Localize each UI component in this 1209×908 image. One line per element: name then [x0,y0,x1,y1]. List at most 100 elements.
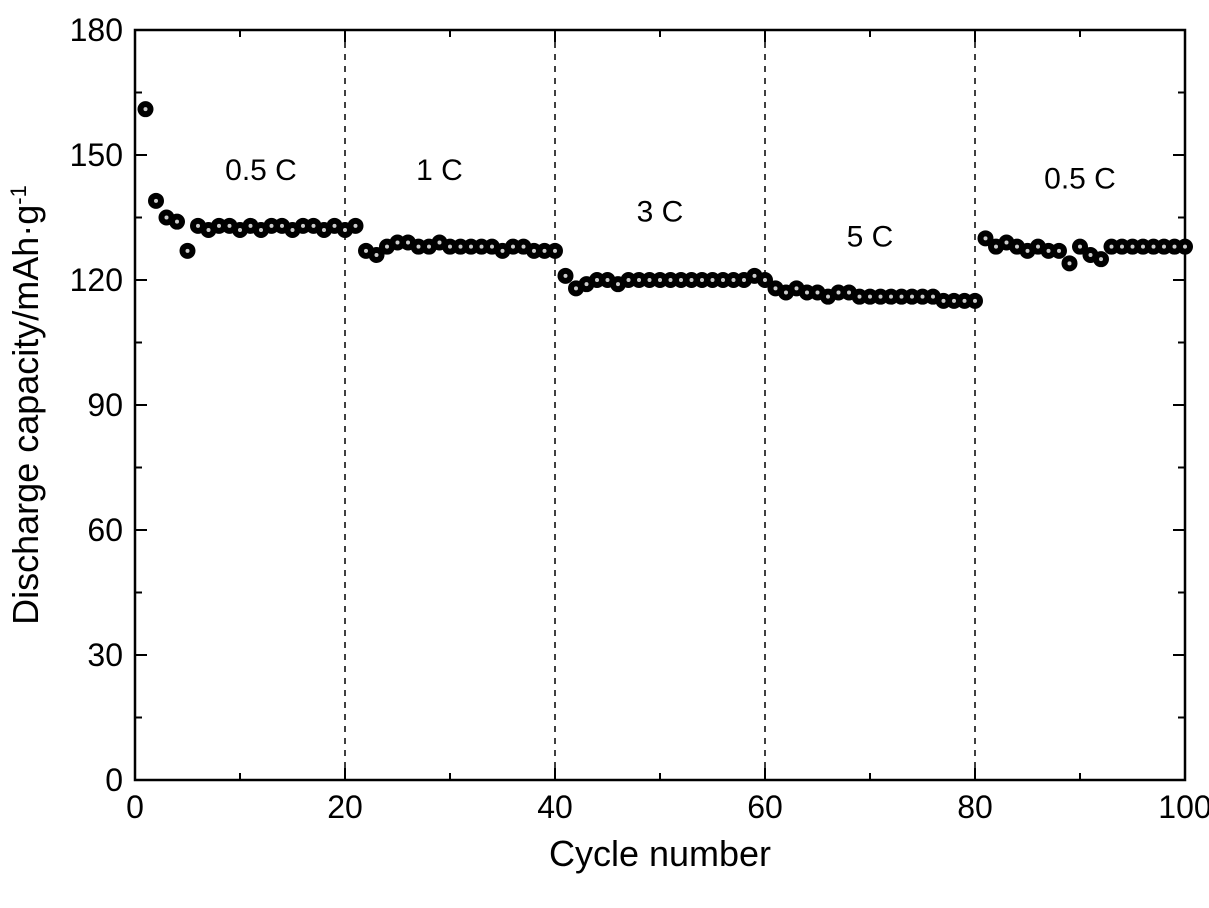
data-point-highlight [742,278,746,282]
data-point-highlight [469,245,473,249]
data-point-highlight [669,278,673,282]
data-point-highlight [826,295,830,299]
data-point-highlight [427,245,431,249]
data-point-highlight [1099,257,1103,261]
data-point-highlight [1057,249,1061,253]
data-point-highlight [396,241,400,245]
data-point-highlight [217,224,221,228]
data-point-highlight [606,278,610,282]
data-point-highlight [312,224,316,228]
data-point-highlight [868,295,872,299]
data-point-highlight [280,224,284,228]
y-tick-label: 150 [70,137,123,173]
data-point-highlight [837,291,841,295]
data-point-highlight [375,253,379,257]
y-tick-label: 30 [87,637,123,673]
data-point-highlight [595,278,599,282]
data-point-highlight [910,295,914,299]
data-point-highlight [879,295,883,299]
data-point-highlight [690,278,694,282]
data-point-highlight [1047,249,1051,253]
data-point-highlight [805,291,809,295]
data-point-highlight [700,278,704,282]
x-tick-label: 80 [957,789,993,825]
data-point-highlight [259,228,263,232]
data-point-highlight [364,249,368,253]
data-point-highlight [1110,245,1114,249]
data-point-highlight [784,291,788,295]
data-point-highlight [963,299,967,303]
rate-annotation: 0.5 C [1044,162,1116,195]
data-point-highlight [511,245,515,249]
data-point-highlight [858,295,862,299]
data-point-highlight [406,241,410,245]
data-point-highlight [1068,261,1072,265]
data-point-highlight [165,216,169,220]
data-point-highlight [1015,245,1019,249]
data-point-highlight [795,286,799,290]
data-point-highlight [553,249,557,253]
data-point-highlight [144,107,148,111]
data-point-highlight [333,224,337,228]
y-tick-label: 180 [70,12,123,48]
data-point-highlight [1005,241,1009,245]
x-tick-label: 60 [747,789,783,825]
data-point-highlight [385,245,389,249]
y-tick-label: 90 [87,387,123,423]
x-tick-label: 20 [327,789,363,825]
data-point-highlight [438,241,442,245]
data-point-highlight [1162,245,1166,249]
data-point-highlight [238,228,242,232]
data-point-highlight [417,245,421,249]
data-point-highlight [532,249,536,253]
data-point-highlight [354,224,358,228]
y-tick-label: 120 [70,262,123,298]
data-point-highlight [459,245,463,249]
data-point-highlight [1036,245,1040,249]
data-point-highlight [931,295,935,299]
data-point-highlight [1026,249,1030,253]
data-point-highlight [942,299,946,303]
data-point-highlight [448,245,452,249]
data-point-highlight [501,249,505,253]
data-point-highlight [175,220,179,224]
data-point-highlight [522,245,526,249]
data-point-highlight [1183,245,1187,249]
plot-frame [135,30,1185,780]
data-point-highlight [1152,245,1156,249]
data-point-highlight [322,228,326,232]
data-point-highlight [207,228,211,232]
data-point-highlight [270,224,274,228]
data-point-highlight [490,245,494,249]
data-point-highlight [291,228,295,232]
data-point-highlight [753,274,757,278]
y-axis-label: Discharge capacity/mAh·g-1 [5,185,46,625]
x-tick-label: 40 [537,789,573,825]
x-tick-label: 0 [126,789,144,825]
rate-annotation: 5 C [847,221,894,254]
data-point-highlight [637,278,641,282]
data-point-highlight [774,286,778,290]
data-point-highlight [616,282,620,286]
chart-svg: 0204060801000306090120150180Cycle number… [0,0,1209,903]
y-tick-label: 0 [105,762,123,798]
data-point-highlight [763,278,767,282]
data-point-highlight [228,224,232,228]
data-point-highlight [574,286,578,290]
rate-annotation: 0.5 C [225,154,297,187]
data-point-highlight [847,291,851,295]
data-point-highlight [154,199,158,203]
data-point-highlight [343,228,347,232]
data-point-highlight [196,224,200,228]
data-point-highlight [816,291,820,295]
rate-annotation: 3 C [637,196,684,229]
data-point-highlight [543,249,547,253]
y-tick-label: 60 [87,512,123,548]
chart-container: 0204060801000306090120150180Cycle number… [0,0,1209,903]
data-point-highlight [1089,253,1093,257]
data-point-highlight [711,278,715,282]
data-point-highlight [952,299,956,303]
data-point-highlight [973,299,977,303]
data-point-highlight [648,278,652,282]
data-point-highlight [679,278,683,282]
